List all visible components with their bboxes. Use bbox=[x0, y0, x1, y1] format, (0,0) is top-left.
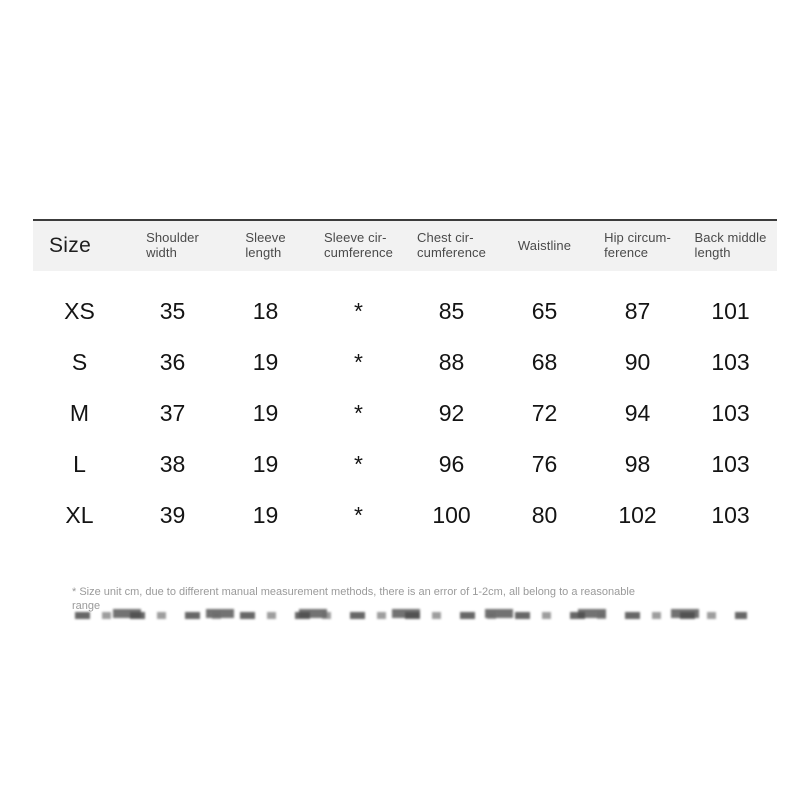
column-header-label: Size bbox=[49, 233, 92, 257]
column-header-label: Sleeve length bbox=[245, 229, 286, 261]
column-header-label: Chest cir- cumference bbox=[417, 229, 486, 261]
size-cell: L bbox=[73, 451, 86, 477]
table-cell: 96 bbox=[438, 451, 465, 477]
table-cell: 98 bbox=[624, 451, 651, 477]
table-row-m: M 37 19 * 92 72 94 103 bbox=[33, 388, 777, 439]
column-header-hip-circumference: Hip circum- ference bbox=[591, 221, 684, 271]
table-cell: 92 bbox=[438, 400, 465, 426]
table-cell: 94 bbox=[624, 400, 651, 426]
spacer-row bbox=[33, 271, 777, 286]
table-cell: 19 bbox=[252, 400, 279, 426]
table-cell: 39 bbox=[159, 502, 186, 528]
table-cell: 103 bbox=[711, 502, 750, 528]
table-row-l: L 38 19 * 96 76 98 103 bbox=[33, 439, 777, 490]
table-cell: 103 bbox=[711, 349, 750, 375]
cut-off-text-artifact bbox=[75, 608, 747, 621]
table-cell: 88 bbox=[438, 349, 465, 375]
column-header-size: Size bbox=[33, 221, 126, 271]
table-cell: * bbox=[354, 451, 363, 477]
table-cell: 102 bbox=[618, 502, 657, 528]
table-cell: 35 bbox=[159, 298, 186, 324]
table-cell: * bbox=[354, 502, 363, 528]
table-cell: 90 bbox=[624, 349, 651, 375]
table-cell: 19 bbox=[252, 451, 279, 477]
table-row-xl: XL 39 19 * 100 80 102 103 bbox=[33, 490, 777, 541]
table-cell: 103 bbox=[711, 400, 750, 426]
column-header-sleeve-circumference: Sleeve cir- cumference bbox=[312, 221, 405, 271]
column-header-label: Sleeve cir- cumference bbox=[324, 229, 393, 261]
table-cell: 100 bbox=[432, 502, 471, 528]
table-cell: 101 bbox=[711, 298, 750, 324]
table-cell: 19 bbox=[252, 349, 279, 375]
table-cell: 80 bbox=[531, 502, 558, 528]
column-header-waistline: Waistline bbox=[498, 221, 591, 271]
column-header-label: Hip circum- ference bbox=[604, 229, 671, 261]
table-row-s: S 36 19 * 88 68 90 103 bbox=[33, 337, 777, 388]
table-cell: 19 bbox=[252, 502, 279, 528]
table-cell: 18 bbox=[252, 298, 279, 324]
table-cell: * bbox=[354, 400, 363, 426]
table-cell: 85 bbox=[438, 298, 465, 324]
column-header-sleeve-length: Sleeve length bbox=[219, 221, 312, 271]
table-cell: 37 bbox=[159, 400, 186, 426]
size-cell: M bbox=[69, 400, 90, 426]
table-cell: 87 bbox=[624, 298, 651, 324]
table-cell: * bbox=[354, 298, 363, 324]
size-chart-table: Size Shoulder width Sleeve length Sleeve… bbox=[33, 219, 777, 541]
column-header-back-middle-length: Back middle length bbox=[684, 221, 777, 271]
column-header-shoulder-width: Shoulder width bbox=[126, 221, 219, 271]
table-cell: 36 bbox=[159, 349, 186, 375]
table-cell: 38 bbox=[159, 451, 186, 477]
table-row-xs: XS 35 18 * 85 65 87 101 bbox=[33, 286, 777, 337]
table-cell: 103 bbox=[711, 451, 750, 477]
table-cell: * bbox=[354, 349, 363, 375]
header-row: Size Shoulder width Sleeve length Sleeve… bbox=[33, 221, 777, 271]
column-header-chest-circumference: Chest cir- cumference bbox=[405, 221, 498, 271]
column-header-label: Shoulder width bbox=[146, 229, 199, 261]
size-cell: XL bbox=[65, 502, 94, 528]
table-cell: 65 bbox=[531, 298, 558, 324]
table-cell: 76 bbox=[531, 451, 558, 477]
table-cell: 72 bbox=[531, 400, 558, 426]
table-cell: 68 bbox=[531, 349, 558, 375]
size-cell: S bbox=[71, 349, 88, 375]
column-header-label: Back middle length bbox=[694, 229, 767, 261]
size-cell: XS bbox=[64, 298, 95, 324]
column-header-label: Waistline bbox=[517, 238, 572, 253]
